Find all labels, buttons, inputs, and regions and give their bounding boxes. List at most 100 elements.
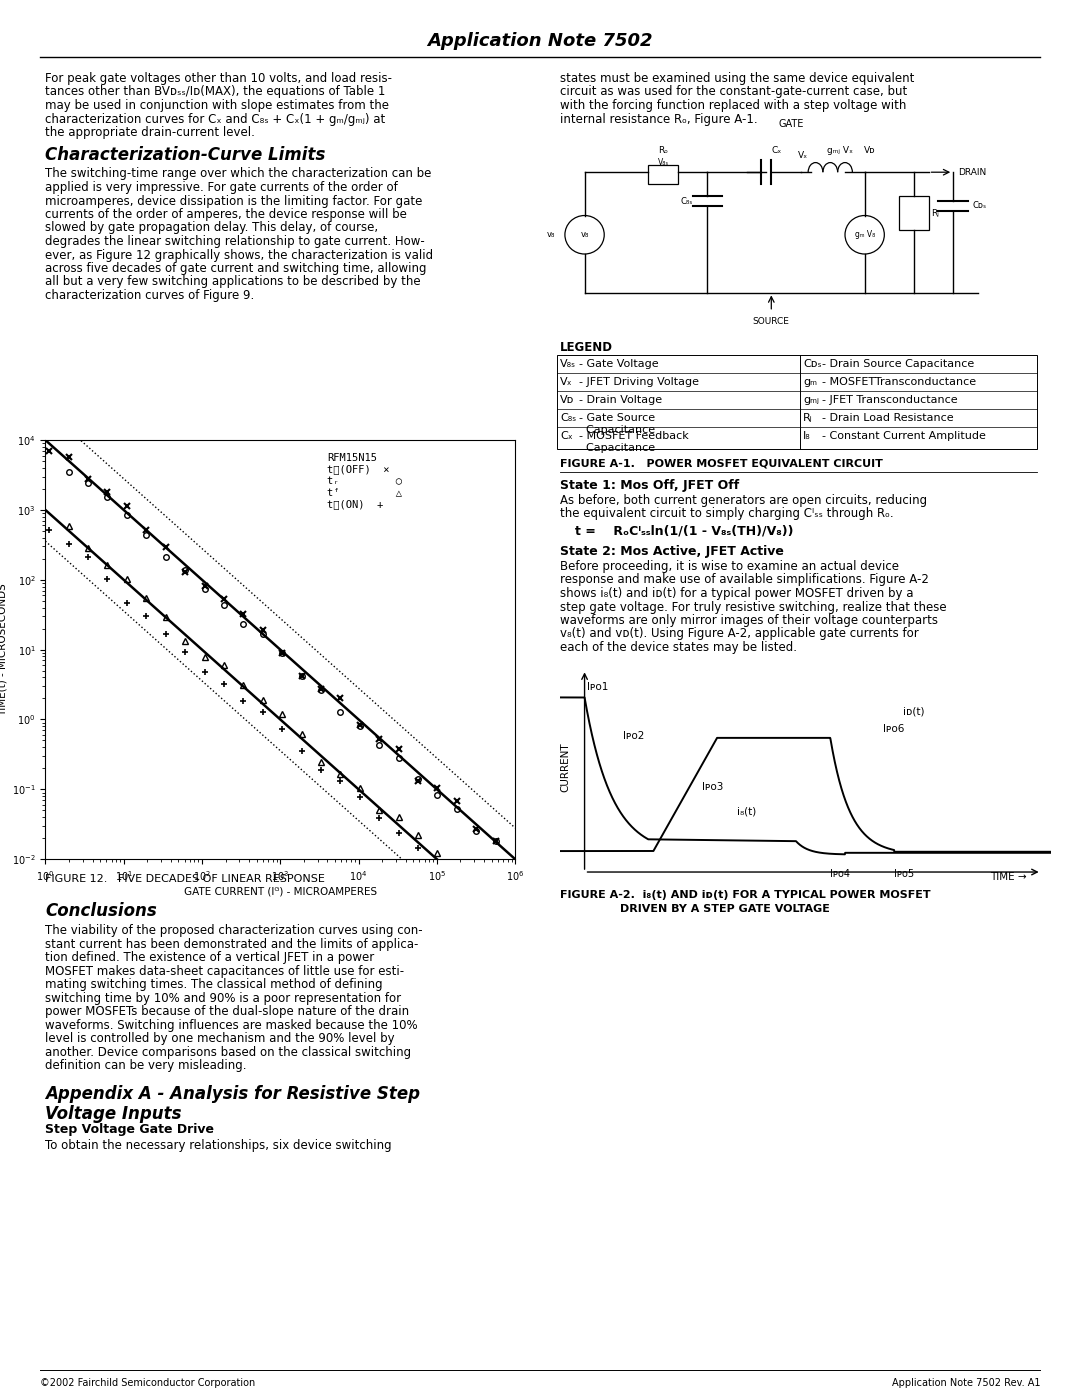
Text: microamperes, device dissipation is the limiting factor. For gate: microamperes, device dissipation is the … bbox=[45, 194, 422, 208]
Text: DRAIN: DRAIN bbox=[958, 168, 986, 176]
Text: response and make use of available simplifications. Figure A-2: response and make use of available simpl… bbox=[561, 574, 929, 587]
Text: t =    RₒCᴵₛₛln(1/(1 - V₈ₛ(TH)/V₈)): t = RₒCᴵₛₛln(1/(1 - V₈ₛ(TH)/V₈)) bbox=[575, 525, 794, 538]
Text: - JFET Driving Voltage: - JFET Driving Voltage bbox=[579, 377, 699, 387]
Text: - MOSFETTransconductance: - MOSFETTransconductance bbox=[822, 377, 976, 387]
Text: To obtain the necessary relationships, six device switching: To obtain the necessary relationships, s… bbox=[45, 1139, 392, 1151]
Text: switching time by 10% and 90% is a poor representation for: switching time by 10% and 90% is a poor … bbox=[45, 992, 401, 1004]
Text: waveforms. Switching influences are masked because the 10%: waveforms. Switching influences are mask… bbox=[45, 1018, 418, 1031]
Text: applied is very impressive. For gate currents of the order of: applied is very impressive. For gate cur… bbox=[45, 182, 397, 194]
Text: The viability of the proposed characterization curves using con-: The viability of the proposed characteri… bbox=[45, 925, 422, 937]
Text: Rⱼ: Rⱼ bbox=[931, 208, 939, 218]
Text: LEGEND: LEGEND bbox=[561, 341, 613, 353]
Text: As before, both current generators are open circuits, reducing: As before, both current generators are o… bbox=[561, 495, 927, 507]
Text: shows i₈(t) and iᴅ(t) for a typical power MOSFET driven by a: shows i₈(t) and iᴅ(t) for a typical powe… bbox=[561, 587, 914, 599]
Text: ©2002 Fairchild Semiconductor Corporation: ©2002 Fairchild Semiconductor Corporatio… bbox=[40, 1377, 255, 1389]
Text: Cₓ: Cₓ bbox=[771, 145, 781, 155]
Text: FIGURE 12.   FIVE DECADES OF LINEAR RESPONSE: FIGURE 12. FIVE DECADES OF LINEAR RESPON… bbox=[45, 875, 325, 884]
Text: Iᴘᴏ3: Iᴘᴏ3 bbox=[702, 782, 723, 792]
Text: Before proceeding, it is wise to examine an actual device: Before proceeding, it is wise to examine… bbox=[561, 560, 899, 573]
Text: all but a very few switching applications to be described by the: all but a very few switching application… bbox=[45, 275, 420, 289]
Text: the equivalent circuit to simply charging Cᴵₛₛ through Rₒ.: the equivalent circuit to simply chargin… bbox=[561, 507, 893, 521]
Text: the appropriate drain-current level.: the appropriate drain-current level. bbox=[45, 126, 255, 138]
Text: C₈ₛ: C₈ₛ bbox=[561, 414, 577, 423]
Bar bbox=[557, 355, 1037, 448]
Text: internal resistance Rₒ, Figure A-1.: internal resistance Rₒ, Figure A-1. bbox=[561, 113, 758, 126]
Text: definition can be very misleading.: definition can be very misleading. bbox=[45, 1059, 246, 1071]
Text: mating switching times. The classical method of defining: mating switching times. The classical me… bbox=[45, 978, 382, 990]
Text: Iᴘᴏ5: Iᴘᴏ5 bbox=[894, 869, 914, 879]
Text: I₈: I₈ bbox=[804, 432, 811, 441]
Text: Step Voltage Gate Drive: Step Voltage Gate Drive bbox=[45, 1123, 214, 1136]
Text: level is controlled by one mechanism and the 90% level by: level is controlled by one mechanism and… bbox=[45, 1032, 394, 1045]
Text: step gate voltage. For truly resistive switching, realize that these: step gate voltage. For truly resistive s… bbox=[561, 601, 947, 613]
Text: states must be examined using the same device equivalent: states must be examined using the same d… bbox=[561, 73, 915, 85]
Text: each of the device states may be listed.: each of the device states may be listed. bbox=[561, 641, 797, 654]
Text: Iᴘᴏ6: Iᴘᴏ6 bbox=[883, 724, 905, 735]
Text: Application Note 7502 Rev. A1: Application Note 7502 Rev. A1 bbox=[891, 1377, 1040, 1389]
Text: waveforms are only mirror images of their voltage counterparts: waveforms are only mirror images of thei… bbox=[561, 615, 939, 627]
Text: MOSFET makes data-sheet capacitances of little use for esti-: MOSFET makes data-sheet capacitances of … bbox=[45, 965, 404, 978]
Text: Cᴅₛ: Cᴅₛ bbox=[804, 359, 822, 369]
Text: v₈: v₈ bbox=[580, 231, 589, 239]
Text: ever, as Figure 12 graphically shows, the characterization is valid: ever, as Figure 12 graphically shows, th… bbox=[45, 249, 433, 261]
Text: GATE: GATE bbox=[779, 119, 804, 130]
Text: State 2: Mos Active, JFET Active: State 2: Mos Active, JFET Active bbox=[561, 545, 784, 557]
Text: - Gate Voltage: - Gate Voltage bbox=[579, 359, 659, 369]
Text: V₈ₛ: V₈ₛ bbox=[658, 158, 669, 168]
Text: i₈(t): i₈(t) bbox=[738, 806, 756, 816]
Text: currents of the order of amperes, the device response will be: currents of the order of amperes, the de… bbox=[45, 208, 407, 221]
Bar bbox=[899, 196, 929, 231]
Text: degrades the linear switching relationship to gate current. How-: degrades the linear switching relationsh… bbox=[45, 235, 424, 249]
Text: Iᴘᴏ1: Iᴘᴏ1 bbox=[588, 683, 608, 693]
Text: - Gate Source
  Capacitance: - Gate Source Capacitance bbox=[579, 414, 656, 434]
Text: - Drain Load Resistance: - Drain Load Resistance bbox=[822, 414, 954, 423]
Text: Application Note 7502: Application Note 7502 bbox=[428, 32, 652, 50]
Text: Vₓ: Vₓ bbox=[798, 151, 808, 159]
Text: Characterization-Curve Limits: Characterization-Curve Limits bbox=[45, 145, 325, 163]
Text: Vᴅ: Vᴅ bbox=[864, 145, 876, 155]
Text: stant current has been demonstrated and the limits of applica-: stant current has been demonstrated and … bbox=[45, 937, 418, 950]
Text: v₈: v₈ bbox=[546, 231, 555, 239]
Text: tances other than BVᴅₛₛ/Iᴅ(MAX), the equations of Table 1: tances other than BVᴅₛₛ/Iᴅ(MAX), the equ… bbox=[45, 85, 386, 99]
Text: - JFET Transconductance: - JFET Transconductance bbox=[822, 395, 958, 405]
Text: TIME →: TIME → bbox=[990, 872, 1027, 882]
Text: Cₓ: Cₓ bbox=[561, 432, 572, 441]
Text: RFM15N15
tᴅ(OFF)  ×
tᵣ         ○
tᶠ         △
tᴅ(ON)  +: RFM15N15 tᴅ(OFF) × tᵣ ○ tᶠ △ tᴅ(ON) + bbox=[327, 453, 402, 509]
Text: gₘⱼ: gₘⱼ bbox=[804, 395, 819, 405]
Text: gₘ V₈: gₘ V₈ bbox=[854, 231, 875, 239]
Text: FIGURE A-1.   POWER MOSFET EQUIVALENT CIRCUIT: FIGURE A-1. POWER MOSFET EQUIVALENT CIRC… bbox=[561, 460, 882, 469]
Text: FIGURE A-2.  i₈(t) AND iᴅ(t) FOR A TYPICAL POWER MOSFET: FIGURE A-2. i₈(t) AND iᴅ(t) FOR A TYPICA… bbox=[561, 890, 931, 901]
Text: with the forcing function replaced with a step voltage with: with the forcing function replaced with … bbox=[561, 99, 906, 112]
Text: Iᴘᴏ2: Iᴘᴏ2 bbox=[623, 731, 645, 742]
Text: The switching-time range over which the characterization can be: The switching-time range over which the … bbox=[45, 168, 431, 180]
Text: characterization curves for Cₓ and C₈ₛ + Cₓ(1 + gₘ/gₘⱼ) at: characterization curves for Cₓ and C₈ₛ +… bbox=[45, 113, 386, 126]
Text: DRIVEN BY A STEP GATE VOLTAGE: DRIVEN BY A STEP GATE VOLTAGE bbox=[620, 904, 829, 915]
Text: State 1: Mos Off, JFET Off: State 1: Mos Off, JFET Off bbox=[561, 479, 739, 492]
Text: Appendix A - Analysis for Resistive Step
Voltage Inputs: Appendix A - Analysis for Resistive Step… bbox=[45, 1084, 420, 1123]
Text: C₈ₛ: C₈ₛ bbox=[680, 197, 692, 205]
Text: characterization curves of Figure 9.: characterization curves of Figure 9. bbox=[45, 289, 254, 302]
Text: across five decades of gate current and switching time, allowing: across five decades of gate current and … bbox=[45, 263, 427, 275]
Text: - MOSFET Feedback
  Capacitance: - MOSFET Feedback Capacitance bbox=[579, 432, 689, 453]
Bar bbox=[648, 165, 678, 184]
Text: gₘⱼ Vₓ: gₘⱼ Vₓ bbox=[827, 145, 853, 155]
Text: circuit as was used for the constant-gate-current case, but: circuit as was used for the constant-gat… bbox=[561, 85, 907, 99]
Text: SOURCE: SOURCE bbox=[753, 317, 789, 326]
Text: CURRENT: CURRENT bbox=[559, 742, 570, 792]
Text: V₈ₛ: V₈ₛ bbox=[561, 359, 576, 369]
Text: - Drain Voltage: - Drain Voltage bbox=[579, 395, 662, 405]
Text: For peak gate voltages other than 10 volts, and load resis-: For peak gate voltages other than 10 vol… bbox=[45, 73, 392, 85]
Text: power MOSFETs because of the dual-slope nature of the drain: power MOSFETs because of the dual-slope … bbox=[45, 1006, 409, 1018]
Text: another. Device comparisons based on the classical switching: another. Device comparisons based on the… bbox=[45, 1046, 411, 1059]
Text: Rₒ: Rₒ bbox=[658, 145, 669, 155]
Text: slowed by gate propagation delay. This delay, of course,: slowed by gate propagation delay. This d… bbox=[45, 222, 378, 235]
Text: Vᴅ: Vᴅ bbox=[561, 395, 575, 405]
Text: may be used in conjunction with slope estimates from the: may be used in conjunction with slope es… bbox=[45, 99, 389, 112]
Text: Iᴘᴏ4: Iᴘᴏ4 bbox=[831, 869, 850, 879]
Text: Conclusions: Conclusions bbox=[45, 902, 157, 921]
X-axis label: GATE CURRENT (Iᴳ) - MICROAMPERES: GATE CURRENT (Iᴳ) - MICROAMPERES bbox=[184, 887, 377, 897]
Text: - Drain Source Capacitance: - Drain Source Capacitance bbox=[822, 359, 974, 369]
Text: - Constant Current Amplitude: - Constant Current Amplitude bbox=[822, 432, 986, 441]
Text: v₈(t) and vᴅ(t). Using Figure A-2, applicable gate currents for: v₈(t) and vᴅ(t). Using Figure A-2, appli… bbox=[561, 627, 919, 640]
Text: Cᴅₛ: Cᴅₛ bbox=[973, 201, 987, 211]
